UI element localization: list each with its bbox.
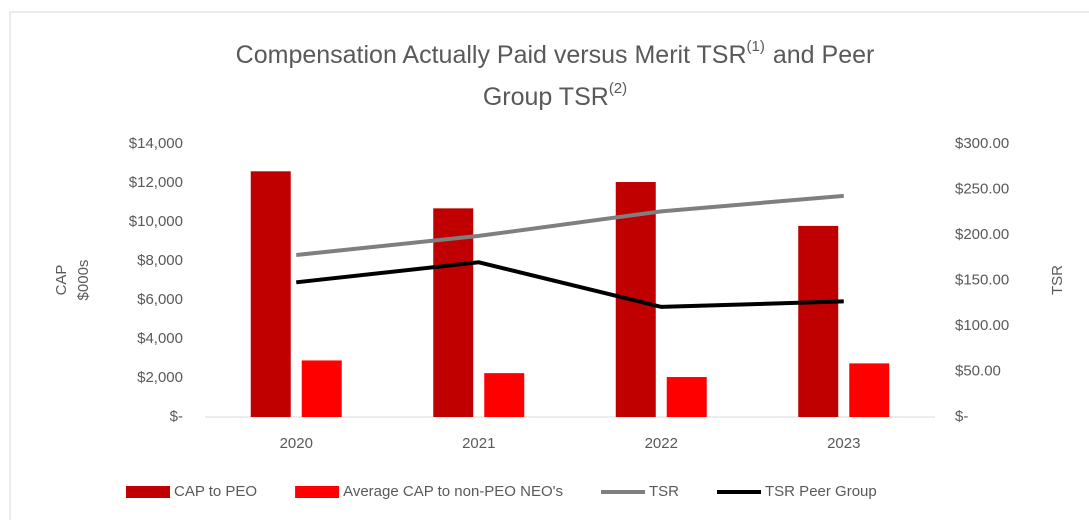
y-tick-label: $14,000 <box>129 135 183 152</box>
title-superscript: (2) <box>609 80 627 97</box>
title-part: and Peer <box>773 41 874 69</box>
bar <box>433 208 474 417</box>
legend-label: Average CAP to non-PEO NEO's <box>343 483 563 500</box>
y-axis-label: CAP <box>53 265 70 296</box>
y2-tick-label: $300.00 <box>955 135 1009 152</box>
y2-tick-label: $200.00 <box>955 226 1009 243</box>
bar <box>301 360 342 417</box>
chart-title-line2: Group TSR(2) <box>483 80 627 111</box>
y-tick-label: $4,000 <box>137 330 183 347</box>
bar <box>666 377 707 417</box>
y2-axis-label: TSR <box>1049 265 1066 295</box>
bar <box>250 171 291 417</box>
title-part: Group TSR <box>483 83 609 111</box>
line-series <box>296 193 844 258</box>
y2-tick-label: $100.00 <box>955 317 1009 334</box>
bar <box>484 373 525 417</box>
bar <box>798 225 839 417</box>
legend-swatch <box>126 486 170 498</box>
y2-tick-label: $150.00 <box>955 271 1009 288</box>
chart-title-line1: Compensation Actually Paid versus Merit … <box>236 38 875 69</box>
y2-tick-label: $250.00 <box>955 180 1009 197</box>
legend-label: CAP to PEO <box>174 483 257 500</box>
legend-label: TSR <box>649 483 679 500</box>
y2-tick-label: $- <box>955 408 968 425</box>
y2-tick-label: $50.00 <box>955 362 1001 379</box>
y-tick-label: $6,000 <box>137 291 183 308</box>
y-tick-label: $- <box>170 408 183 425</box>
y-tick-label: $12,000 <box>129 174 183 191</box>
legend-label: TSR Peer Group <box>765 483 877 500</box>
title-part: Compensation Actually Paid versus Merit … <box>236 41 747 69</box>
y-tick-label: $10,000 <box>129 213 183 230</box>
y-tick-label: $2,000 <box>137 369 183 386</box>
line-series <box>296 260 844 309</box>
y-axis-label: $000s <box>75 260 92 301</box>
y-tick-label: $8,000 <box>137 252 183 269</box>
bar <box>849 363 890 417</box>
x-tick-label: 2021 <box>462 435 495 452</box>
x-tick-label: 2023 <box>827 435 860 452</box>
x-tick-label: 2020 <box>280 435 313 452</box>
chart-frame <box>9 11 1089 525</box>
x-tick-label: 2022 <box>645 435 678 452</box>
title-superscript: (1) <box>747 38 765 55</box>
legend-swatch <box>295 486 340 498</box>
